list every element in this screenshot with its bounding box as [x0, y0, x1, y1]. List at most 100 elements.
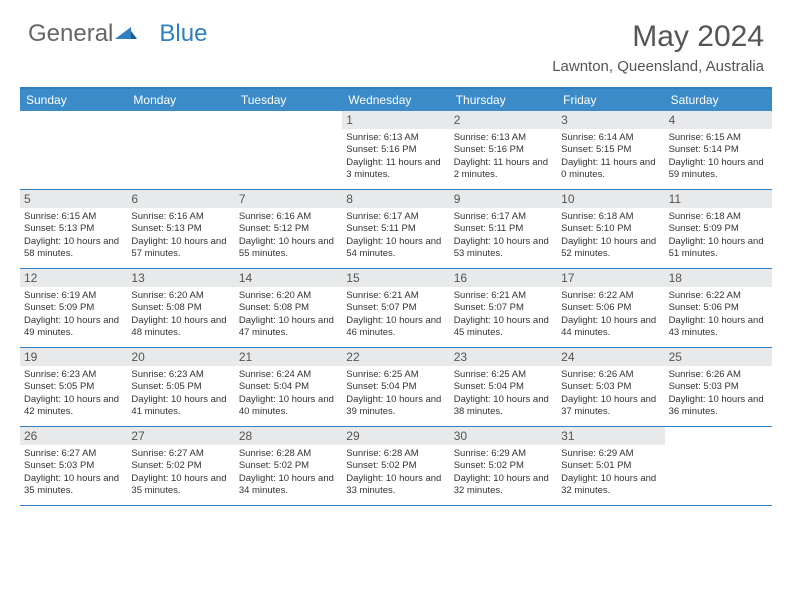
day-info: Sunrise: 6:25 AMSunset: 5:04 PMDaylight:…	[454, 369, 553, 418]
day-info: Sunrise: 6:20 AMSunset: 5:08 PMDaylight:…	[239, 290, 338, 339]
date-number: 22	[342, 348, 449, 366]
week-row: 1 Sunrise: 6:13 AMSunset: 5:16 PMDaylight…	[20, 111, 772, 190]
date-number: 29	[342, 427, 449, 445]
day-cell: 15 Sunrise: 6:21 AMSunset: 5:07 PMDayligh…	[342, 269, 449, 347]
date-number: 27	[127, 427, 234, 445]
day-cell: 14 Sunrise: 6:20 AMSunset: 5:08 PMDayligh…	[235, 269, 342, 347]
day-info: Sunrise: 6:15 AMSunset: 5:13 PMDaylight:…	[24, 211, 123, 260]
logo-text-general: General	[28, 20, 113, 48]
day-info: Sunrise: 6:29 AMSunset: 5:01 PMDaylight:…	[561, 448, 660, 497]
day-info: Sunrise: 6:15 AMSunset: 5:14 PMDaylight:…	[669, 132, 768, 181]
day-cell: 5 Sunrise: 6:15 AMSunset: 5:13 PMDaylight…	[20, 190, 127, 268]
day-info: Sunrise: 6:22 AMSunset: 5:06 PMDaylight:…	[669, 290, 768, 339]
day-cell: 8 Sunrise: 6:17 AMSunset: 5:11 PMDaylight…	[342, 190, 449, 268]
logo-triangle-icon	[115, 20, 137, 48]
date-number: 6	[127, 190, 234, 208]
day-info: Sunrise: 6:19 AMSunset: 5:09 PMDaylight:…	[24, 290, 123, 339]
day-header-cell: Monday	[127, 89, 234, 111]
day-header-cell: Friday	[557, 89, 664, 111]
day-cell	[665, 427, 772, 505]
day-cell: 27 Sunrise: 6:27 AMSunset: 5:02 PMDayligh…	[127, 427, 234, 505]
day-cell: 30Sunrise: 6:29 AMSunset: 5:02 PMDayligh…	[450, 427, 557, 505]
day-info: Sunrise: 6:28 AMSunset: 5:02 PMDaylight:…	[346, 448, 445, 497]
date-number: 9	[450, 190, 557, 208]
day-cell: 13 Sunrise: 6:20 AMSunset: 5:08 PMDayligh…	[127, 269, 234, 347]
day-info: Sunrise: 6:14 AMSunset: 5:15 PMDaylight:…	[561, 132, 660, 181]
date-number: 18	[665, 269, 772, 287]
week-row: 19Sunrise: 6:23 AMSunset: 5:05 PMDayligh…	[20, 348, 772, 427]
logo: General Blue	[28, 20, 207, 48]
date-number: 14	[235, 269, 342, 287]
day-cell: 2 Sunrise: 6:13 AMSunset: 5:16 PMDaylight…	[450, 111, 557, 189]
calendar: SundayMondayTuesdayWednesdayThursdayFrid…	[20, 87, 772, 506]
date-number: 4	[665, 111, 772, 129]
day-info: Sunrise: 6:13 AMSunset: 5:16 PMDaylight:…	[454, 132, 553, 181]
date-number: 24	[557, 348, 664, 366]
day-cell: 6 Sunrise: 6:16 AMSunset: 5:13 PMDaylight…	[127, 190, 234, 268]
location: Lawnton, Queensland, Australia	[552, 58, 764, 75]
date-number: 30	[450, 427, 557, 445]
day-cell: 18 Sunrise: 6:22 AMSunset: 5:06 PMDayligh…	[665, 269, 772, 347]
day-info: Sunrise: 6:27 AMSunset: 5:02 PMDaylight:…	[131, 448, 230, 497]
date-number: 13	[127, 269, 234, 287]
day-cell: 12 Sunrise: 6:19 AMSunset: 5:09 PMDayligh…	[20, 269, 127, 347]
day-header-cell: Thursday	[450, 89, 557, 111]
date-number: 26	[20, 427, 127, 445]
date-number: 16	[450, 269, 557, 287]
day-cell: 17 Sunrise: 6:22 AMSunset: 5:06 PMDayligh…	[557, 269, 664, 347]
day-info: Sunrise: 6:17 AMSunset: 5:11 PMDaylight:…	[454, 211, 553, 260]
date-number: 3	[557, 111, 664, 129]
header: General Blue May 2024 Lawnton, Queenslan…	[0, 0, 792, 83]
day-info: Sunrise: 6:26 AMSunset: 5:03 PMDaylight:…	[561, 369, 660, 418]
day-info: Sunrise: 6:16 AMSunset: 5:13 PMDaylight:…	[131, 211, 230, 260]
day-info: Sunrise: 6:20 AMSunset: 5:08 PMDaylight:…	[131, 290, 230, 339]
date-number: 23	[450, 348, 557, 366]
day-info: Sunrise: 6:16 AMSunset: 5:12 PMDaylight:…	[239, 211, 338, 260]
date-number: 2	[450, 111, 557, 129]
date-number: 5	[20, 190, 127, 208]
day-cell: 10Sunrise: 6:18 AMSunset: 5:10 PMDayligh…	[557, 190, 664, 268]
day-info: Sunrise: 6:25 AMSunset: 5:04 PMDaylight:…	[346, 369, 445, 418]
day-cell: 11Sunrise: 6:18 AMSunset: 5:09 PMDayligh…	[665, 190, 772, 268]
day-cell: 3 Sunrise: 6:14 AMSunset: 5:15 PMDaylight…	[557, 111, 664, 189]
date-number: 28	[235, 427, 342, 445]
day-cell: 20 Sunrise: 6:23 AMSunset: 5:05 PMDayligh…	[127, 348, 234, 426]
date-number: 11	[665, 190, 772, 208]
day-info: Sunrise: 6:22 AMSunset: 5:06 PMDaylight:…	[561, 290, 660, 339]
title-block: May 2024 Lawnton, Queensland, Australia	[552, 20, 764, 75]
date-number: 7	[235, 190, 342, 208]
date-number: 17	[557, 269, 664, 287]
day-info: Sunrise: 6:17 AMSunset: 5:11 PMDaylight:…	[346, 211, 445, 260]
day-header-cell: Saturday	[665, 89, 772, 111]
week-row: 12 Sunrise: 6:19 AMSunset: 5:09 PMDayligh…	[20, 269, 772, 348]
day-cell: 4 Sunrise: 6:15 AMSunset: 5:14 PMDaylight…	[665, 111, 772, 189]
day-header-cell: Wednesday	[342, 89, 449, 111]
day-info: Sunrise: 6:24 AMSunset: 5:04 PMDaylight:…	[239, 369, 338, 418]
day-cell	[127, 111, 234, 189]
day-info: Sunrise: 6:26 AMSunset: 5:03 PMDaylight:…	[669, 369, 768, 418]
day-cell: 24 Sunrise: 6:26 AMSunset: 5:03 PMDayligh…	[557, 348, 664, 426]
day-info: Sunrise: 6:27 AMSunset: 5:03 PMDaylight:…	[24, 448, 123, 497]
month-title: May 2024	[552, 20, 764, 54]
date-number: 15	[342, 269, 449, 287]
date-number: 25	[665, 348, 772, 366]
day-cell: 26 Sunrise: 6:27 AMSunset: 5:03 PMDayligh…	[20, 427, 127, 505]
day-info: Sunrise: 6:18 AMSunset: 5:10 PMDaylight:…	[561, 211, 660, 260]
date-number: 31	[557, 427, 664, 445]
day-cell: 29 Sunrise: 6:28 AMSunset: 5:02 PMDayligh…	[342, 427, 449, 505]
week-row: 26 Sunrise: 6:27 AMSunset: 5:03 PMDayligh…	[20, 427, 772, 506]
logo-text-blue: Blue	[159, 20, 207, 48]
day-info: Sunrise: 6:21 AMSunset: 5:07 PMDaylight:…	[346, 290, 445, 339]
day-cell: 22 Sunrise: 6:25 AMSunset: 5:04 PMDayligh…	[342, 348, 449, 426]
day-info: Sunrise: 6:13 AMSunset: 5:16 PMDaylight:…	[346, 132, 445, 181]
day-cell: 1 Sunrise: 6:13 AMSunset: 5:16 PMDaylight…	[342, 111, 449, 189]
date-number: 12	[20, 269, 127, 287]
day-info: Sunrise: 6:28 AMSunset: 5:02 PMDaylight:…	[239, 448, 338, 497]
date-number: 20	[127, 348, 234, 366]
day-cell: 19Sunrise: 6:23 AMSunset: 5:05 PMDayligh…	[20, 348, 127, 426]
day-info: Sunrise: 6:23 AMSunset: 5:05 PMDaylight:…	[131, 369, 230, 418]
week-row: 5 Sunrise: 6:15 AMSunset: 5:13 PMDaylight…	[20, 190, 772, 269]
date-number: 8	[342, 190, 449, 208]
date-number: 1	[342, 111, 449, 129]
day-cell: 28 Sunrise: 6:28 AMSunset: 5:02 PMDayligh…	[235, 427, 342, 505]
